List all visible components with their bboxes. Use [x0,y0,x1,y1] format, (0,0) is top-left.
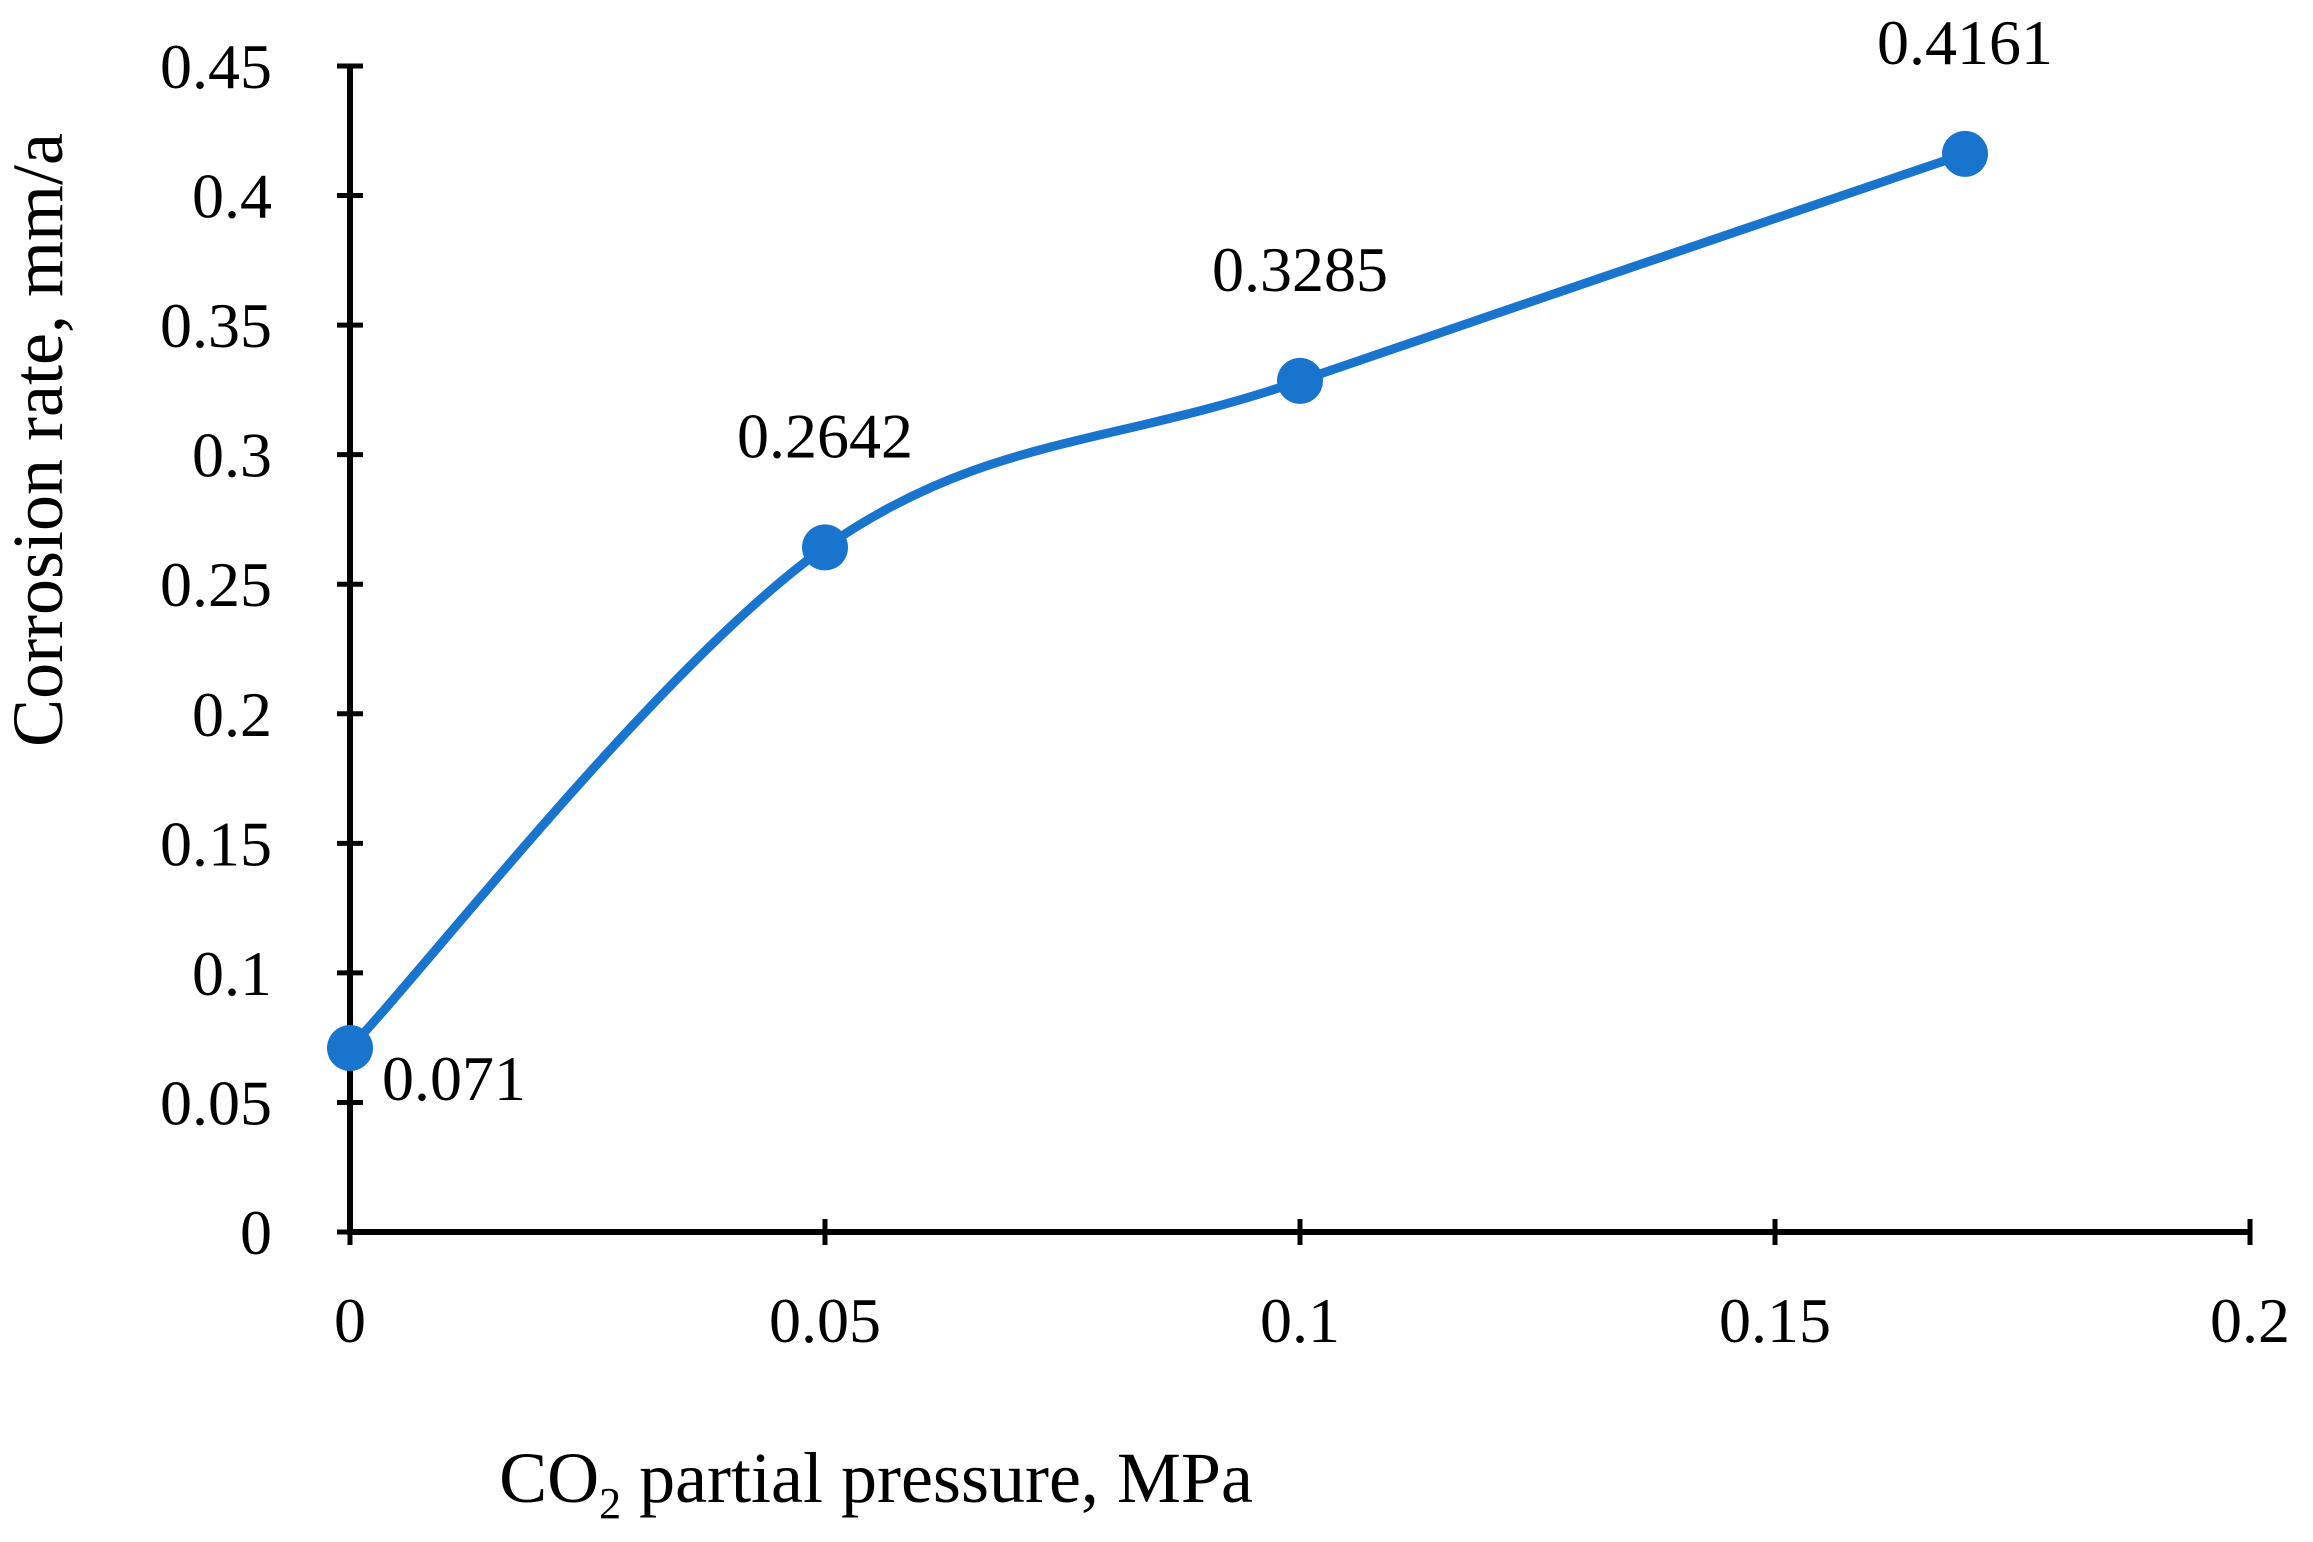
data-labels: 0.071 0.2642 0.3285 0.4161 [382,7,2053,1114]
x-tick-label: 0.15 [1719,1285,1831,1356]
series [327,130,1988,1072]
y-tick-label: 0.4 [192,161,272,232]
y-tick-label: 0.2 [192,679,272,750]
x-axis-title-pre: CO [499,1438,599,1518]
x-axis-title: CO2 partial pressure, MPa [499,1438,1253,1528]
series-line [345,149,1970,1053]
y-tick-label: 0.05 [160,1067,272,1138]
y-tick-label: 0 [240,1197,272,1268]
x-tick-label: 0.1 [1260,1285,1340,1356]
y-tick-label: 0.15 [160,808,272,879]
y-tick-label: 0.35 [160,290,272,361]
x-tick-label: 0.05 [769,1285,881,1356]
data-point [802,524,848,571]
x-tick-label: 0 [334,1285,366,1356]
y-tick-label: 0.25 [160,549,272,620]
y-tick-label: 0.1 [192,938,272,1009]
x-axis-title-sub: 2 [599,1479,621,1528]
data-label: 0.2642 [737,400,913,471]
data-label: 0.3285 [1212,234,1388,305]
data-point [1277,357,1323,404]
data-point [1942,130,1988,177]
y-ticks: 0 0.05 0.1 0.15 0.2 0.25 0.3 0.35 0.4 0.45 [160,31,363,1268]
data-label: 0.4161 [1877,7,2053,78]
y-tick-label: 0.45 [160,31,272,102]
x-tick-label: 0.2 [2210,1285,2290,1356]
series-points [327,130,1988,1072]
x-axis-title-post: partial pressure, MPa [621,1438,1253,1518]
y-axis-title: Corrosion rate, mm/a [0,133,78,747]
data-label: 0.071 [382,1043,526,1114]
plot-area: 00.050.10.150.20.250.30.350.40.45 0 0.05 0… [160,7,2290,1356]
y-tick-label: 0.3 [192,420,272,491]
data-point [327,1025,373,1072]
x-ticks: 0 0.05 0.1 0.15 0.2 [334,1219,2290,1356]
